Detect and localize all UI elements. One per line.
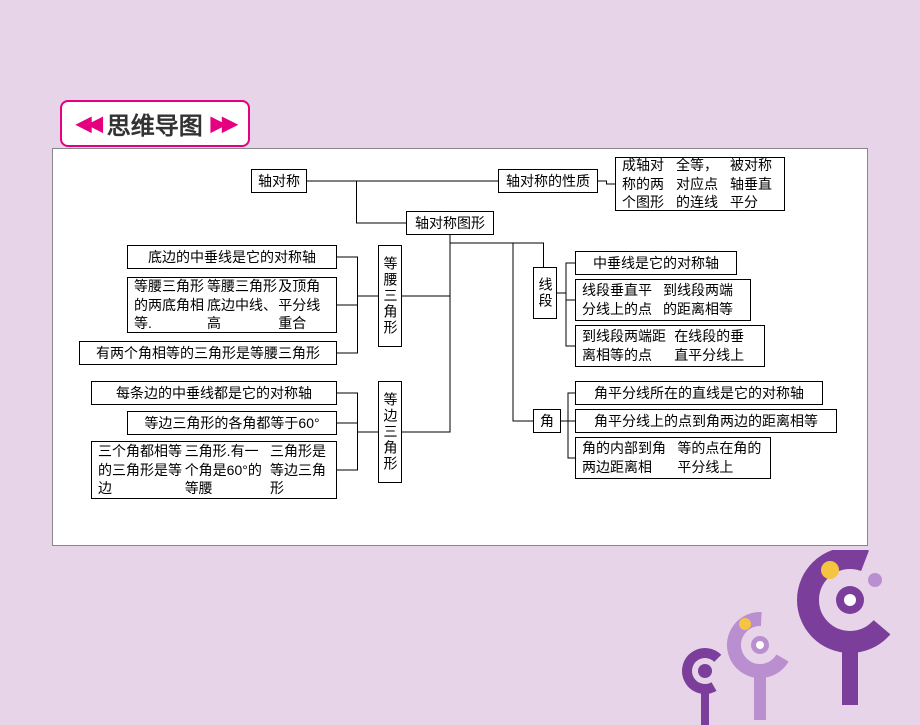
edge-n_axis-n_figure	[307, 181, 406, 223]
arrow-right-icon: ▶▶	[211, 111, 234, 136]
node-n_iso3: 有两个角相等的三角形是等腰三角形	[79, 341, 337, 365]
edge-n_prop-n_prop_desc	[598, 181, 615, 184]
node-n_seg3: 到线段两端距离相等的点在线段的垂直平分线上	[575, 325, 765, 367]
edge-n_equi-n_equi2	[337, 423, 378, 432]
node-n_seg: 线段	[533, 267, 557, 319]
node-n_ang: 角	[533, 409, 561, 433]
node-n_iso: 等腰三角形	[378, 245, 402, 347]
edge-n_iso-n_iso1	[337, 257, 378, 296]
edge-n_seg-n_seg3	[557, 293, 575, 346]
node-n_prop_desc: 成轴对称的两个图形全等，对应点的连线被对称轴垂直平分	[615, 157, 785, 211]
node-n_iso2: 等腰三角形的两底角相等.等腰三角形底边中线、高及顶角平分线重合	[127, 277, 337, 333]
edge-n_figure-n_equi	[402, 235, 450, 432]
node-n_ang3: 角的内部到角两边距离相等的点在角的平分线上	[575, 437, 771, 479]
node-n_seg2: 线段垂直平分线上的点到线段两端的距离相等	[575, 279, 751, 321]
mind-map-diagram: 轴对称 轴对称的性质成轴对称的两个图形全等，对应点的连线被对称轴垂直平分轴对称图形…	[52, 148, 868, 546]
edge-n_ang-n_ang3	[561, 421, 575, 458]
node-n_axis: 轴对称	[251, 169, 307, 193]
arrow-left-icon: ◀◀	[76, 111, 99, 136]
title-box: ◀◀ 思维导图 ▶▶	[60, 100, 250, 147]
edge-n_ang-n_ang1	[561, 393, 575, 421]
edge-n_figure-n_ang	[450, 235, 533, 421]
node-n_ang1: 角平分线所在的直线是它的对称轴	[575, 381, 823, 405]
edge-n_figure-n_iso	[402, 235, 450, 296]
node-n_prop: 轴对称的性质	[498, 169, 598, 193]
node-n_iso1: 底边的中垂线是它的对称轴	[127, 245, 337, 269]
node-n_figure: 轴对称图形	[406, 211, 494, 235]
node-n_ang2: 角平分线上的点到角两边的距离相等	[575, 409, 837, 433]
node-n_seg1: 中垂线是它的对称轴	[575, 251, 737, 275]
node-n_equi: 等边三角形	[378, 381, 402, 483]
edge-n_equi-n_equi3	[337, 432, 378, 470]
decoration-small-icon	[675, 645, 735, 725]
node-n_equi2: 等边三角形的各角都等于60°	[127, 411, 337, 435]
node-n_equi1: 每条边的中垂线都是它的对称轴	[91, 381, 337, 405]
node-n_equi3: 三个角都相等的三角形是等边三角形.有一个角是60°的等腰三角形是等边三角形	[91, 441, 337, 499]
edge-n_figure-n_seg	[450, 235, 544, 293]
edge-n_seg-n_seg1	[557, 263, 575, 293]
page-title: 思维导图	[107, 106, 203, 141]
